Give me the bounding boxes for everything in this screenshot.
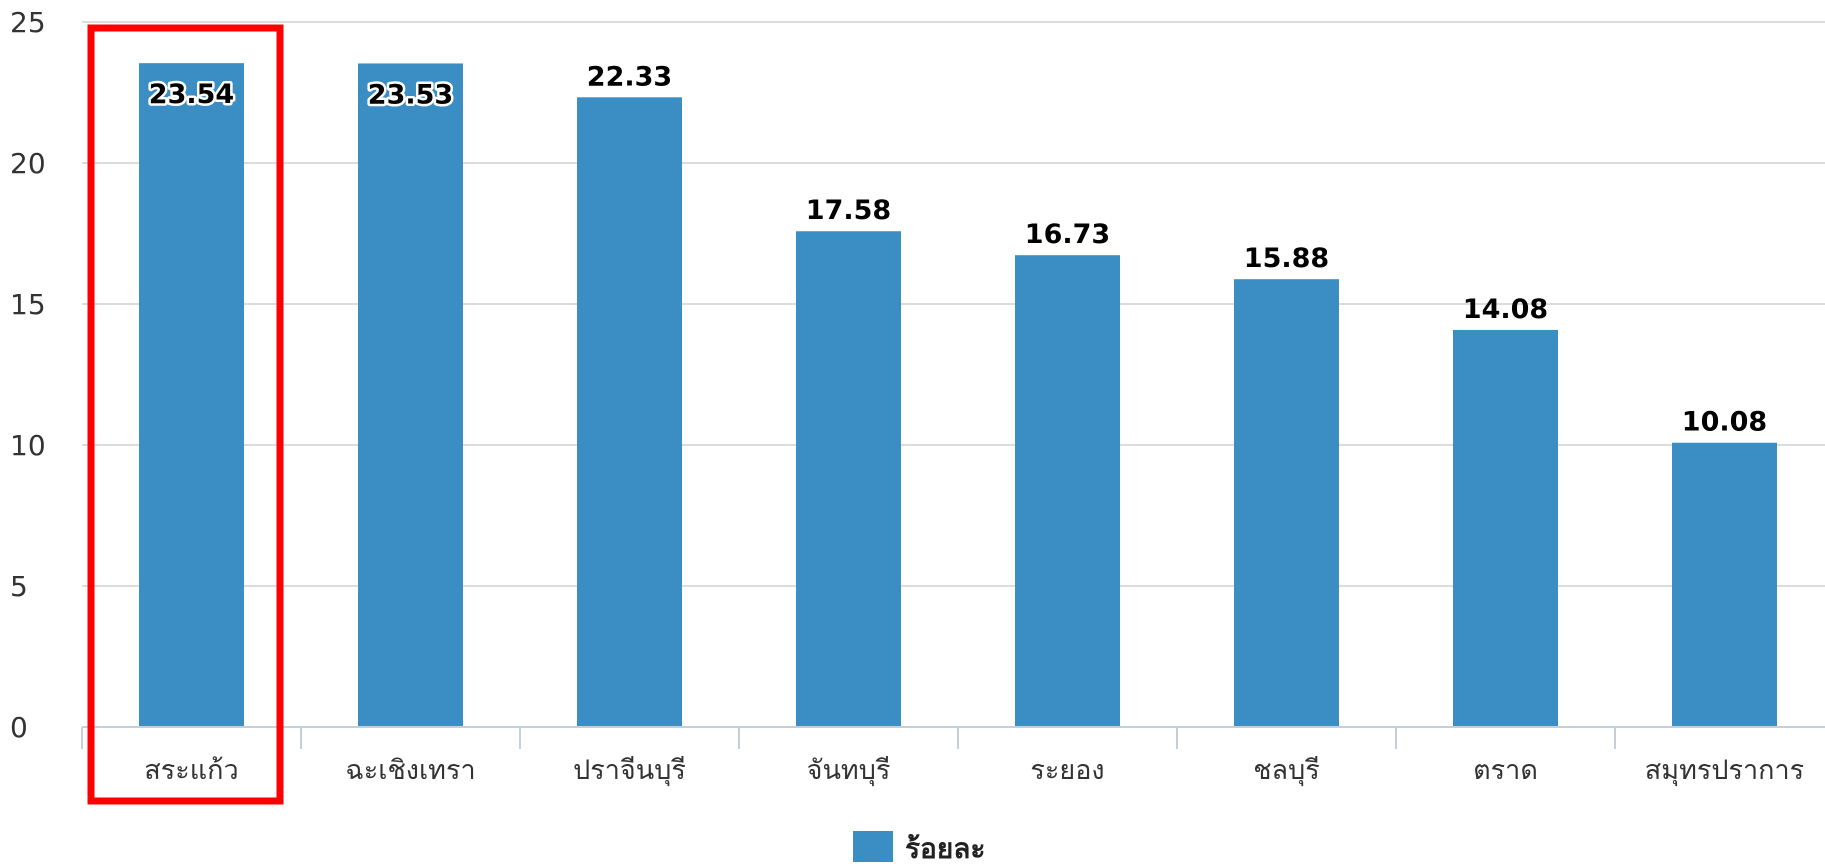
data-label: 23.54 [149, 79, 234, 110]
data-label: 22.33 [587, 61, 672, 92]
bar [139, 63, 244, 728]
bar [1015, 255, 1120, 728]
x-tick-label: ปราจีนบุรี [573, 755, 686, 787]
legend-swatch [853, 831, 893, 862]
bar [358, 63, 463, 728]
data-label: 14.08 [1463, 294, 1548, 325]
y-tick-label: 20 [10, 147, 46, 180]
y-tick-label: 25 [10, 6, 46, 39]
highlight-box [87, 24, 284, 805]
x-tick-label: ระยอง [1030, 755, 1104, 786]
x-tick-label: ฉะเชิงเทรา [345, 755, 475, 786]
x-tick-label: จันทบุรี [807, 755, 891, 787]
data-label: 16.73 [1025, 219, 1110, 250]
gridlines [82, 21, 1825, 587]
bar [1672, 442, 1777, 727]
x-tick-label: สมุทรปราการ [1645, 755, 1804, 787]
y-tick-label: 15 [10, 288, 46, 321]
y-tick-label: 10 [10, 429, 46, 462]
highlight-layer [87, 24, 284, 805]
bar [1453, 329, 1558, 727]
data-label: 17.58 [806, 195, 891, 226]
data-label: 10.08 [1682, 407, 1767, 438]
x-tick-label: ชลบุรี [1253, 755, 1320, 787]
x-tick-label: ตราด [1473, 755, 1538, 786]
data-labels: 23.54 23.53 22.33 17.58 16.73 15.88 14.08 10.08 [146, 61, 1767, 438]
legend-label: ร้อยละ [905, 832, 985, 862]
y-tick-label: 0 [10, 711, 28, 744]
x-axis: สระแก้ว ฉะเชิงเทรา ปราจีนบุรี จันทบุรี ระยอง… [81, 726, 1825, 787]
y-axis: 0 5 10 15 20 25 [10, 6, 46, 744]
bar [577, 97, 682, 727]
bar [796, 231, 901, 727]
data-label: 23.53 [368, 79, 453, 110]
bars [139, 63, 1777, 728]
y-tick-label: 5 [10, 570, 28, 603]
x-tick-label: สระแก้ว [144, 755, 238, 786]
data-label: 15.88 [1244, 243, 1329, 274]
legend: ร้อยละ [853, 831, 985, 865]
bar [1234, 279, 1339, 727]
